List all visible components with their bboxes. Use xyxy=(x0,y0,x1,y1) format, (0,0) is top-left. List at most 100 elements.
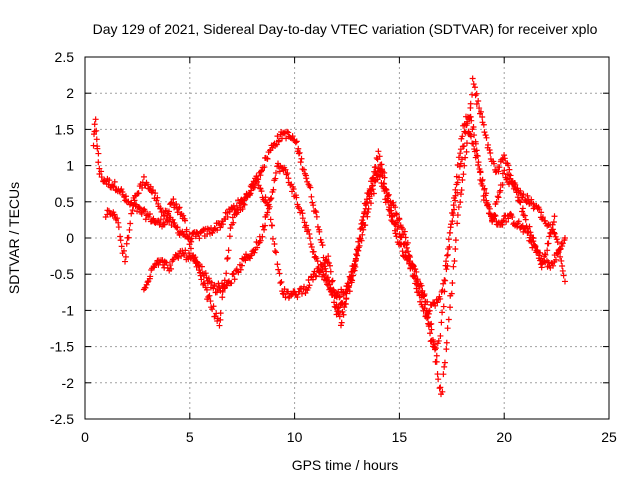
data-point xyxy=(451,206,458,213)
data-point xyxy=(490,215,497,222)
data-point xyxy=(471,148,478,155)
data-point xyxy=(487,149,494,156)
data-point xyxy=(267,195,274,202)
data-point xyxy=(550,218,557,225)
axis-ticks: 0 5 10 15 20 25 -2.5 -2 -1.5 -1 -0.5 0 0.5 1 1.5 2 2.5 xyxy=(50,49,617,445)
data-point xyxy=(239,206,246,213)
data-point xyxy=(337,322,344,329)
data-point xyxy=(295,150,302,157)
data-point xyxy=(330,287,337,294)
data-point xyxy=(499,221,506,228)
data-point xyxy=(460,143,467,150)
data-point xyxy=(226,233,233,240)
data-point xyxy=(246,190,253,197)
data-point xyxy=(548,229,555,236)
data-point xyxy=(466,130,473,137)
data-point xyxy=(443,258,450,265)
data-point xyxy=(321,272,328,279)
data-point xyxy=(437,332,444,339)
data-point xyxy=(340,291,347,298)
data-point xyxy=(269,235,276,242)
data-point xyxy=(170,196,177,203)
data-point xyxy=(455,154,462,161)
data-point xyxy=(441,359,448,366)
data-point xyxy=(507,210,514,217)
data-point xyxy=(282,166,289,173)
data-point xyxy=(258,168,265,175)
data-point xyxy=(505,215,512,222)
data-point xyxy=(205,275,212,282)
data-point xyxy=(403,257,410,264)
data-point xyxy=(314,223,321,230)
data-point xyxy=(449,280,456,287)
data-point xyxy=(439,388,446,395)
data-point xyxy=(438,319,445,326)
data-point xyxy=(448,290,455,297)
data-point xyxy=(216,284,223,291)
data-point xyxy=(150,215,157,222)
data-point xyxy=(554,239,561,246)
x-axis-title: GPS time / hours xyxy=(292,457,399,473)
data-point xyxy=(545,259,552,266)
data-point xyxy=(492,169,499,176)
data-point xyxy=(463,140,470,147)
data-point xyxy=(105,207,112,214)
data-point xyxy=(126,226,133,233)
data-point xyxy=(363,196,370,203)
data-point xyxy=(439,287,446,294)
data-point xyxy=(190,252,197,259)
data-point xyxy=(289,133,296,140)
data-point xyxy=(136,204,143,211)
data-point xyxy=(368,186,375,193)
data-point xyxy=(536,206,543,213)
data-point xyxy=(445,245,452,252)
data-point xyxy=(433,352,440,359)
data-point xyxy=(95,159,102,166)
data-point xyxy=(228,280,235,287)
data-point xyxy=(428,320,435,327)
data-point xyxy=(364,209,371,216)
data-point xyxy=(336,313,343,320)
data-point xyxy=(476,105,483,112)
data-point xyxy=(231,276,238,283)
data-point xyxy=(359,217,366,224)
data-point xyxy=(372,163,379,170)
y-tick-label: 0.5 xyxy=(55,194,75,210)
data-point xyxy=(202,270,209,277)
data-point xyxy=(328,278,335,285)
data-point xyxy=(324,274,331,281)
data-point xyxy=(98,174,105,181)
data-point xyxy=(311,268,318,275)
data-point xyxy=(454,220,461,227)
data-point xyxy=(214,227,221,234)
data-point xyxy=(277,279,284,286)
data-point xyxy=(312,207,319,214)
data-point xyxy=(425,310,432,317)
data-point xyxy=(526,223,533,230)
data-point xyxy=(452,237,459,244)
data-point xyxy=(429,336,436,343)
data-point xyxy=(421,305,428,312)
data-point xyxy=(435,337,442,344)
data-point xyxy=(434,299,441,306)
data-point xyxy=(157,205,164,212)
data-point xyxy=(219,294,226,301)
data-point xyxy=(441,277,448,284)
data-point xyxy=(516,198,523,205)
data-point xyxy=(180,212,187,219)
data-point xyxy=(343,295,350,302)
data-point xyxy=(280,291,287,298)
data-point xyxy=(225,247,232,254)
data-point xyxy=(550,262,557,269)
data-point xyxy=(457,160,464,167)
data-point xyxy=(513,189,520,196)
data-point xyxy=(163,259,170,266)
data-point xyxy=(459,176,466,183)
data-point xyxy=(326,262,333,269)
data-point xyxy=(319,242,326,249)
data-point xyxy=(185,250,192,257)
data-point xyxy=(539,214,546,221)
y-tick-label: -2.5 xyxy=(50,411,74,427)
data-point xyxy=(394,226,401,233)
data-point xyxy=(559,240,566,247)
